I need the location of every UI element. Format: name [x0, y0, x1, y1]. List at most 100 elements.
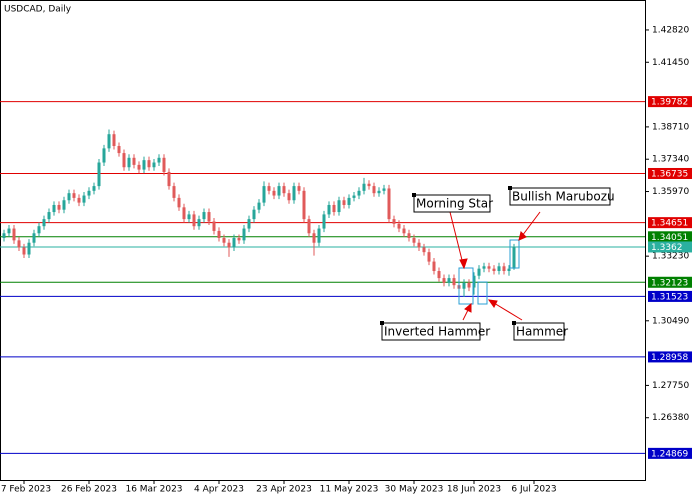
annotation-box: [381, 322, 481, 341]
candle-body: [372, 186, 376, 194]
candle-body: [442, 278, 446, 283]
candle-body: [62, 200, 66, 210]
candle-body: [482, 266, 486, 269]
candle-body: [97, 162, 101, 187]
arrowhead: [459, 258, 468, 270]
y-tick-label: 1.30490: [652, 316, 689, 326]
annotation-box: [513, 322, 565, 341]
candle-body: [82, 195, 86, 203]
candle-body: [332, 204, 336, 213]
candle-body: [117, 146, 121, 154]
candle-body: [22, 247, 26, 255]
pattern-box: [477, 281, 488, 305]
candle-body: [172, 186, 176, 198]
candle-body: [222, 237, 226, 243]
candle-body: [197, 219, 201, 227]
y-tick-label: 1.26380: [652, 413, 689, 423]
candle-body: [147, 160, 151, 168]
candle-body: [217, 230, 221, 238]
level-label: 1.34051: [651, 233, 688, 243]
x-tick-label: 6 Jul 2023: [511, 485, 556, 495]
candle-body: [77, 197, 81, 203]
level-label: 1.31523: [651, 292, 688, 302]
candle-body: [232, 237, 236, 248]
candle-body: [347, 197, 351, 205]
candle-body: [192, 214, 196, 227]
x-tick-label: 16 Mar 2023: [125, 485, 182, 495]
candle-body: [387, 188, 391, 220]
candle-body: [422, 247, 426, 253]
candle-body: [182, 207, 186, 220]
candle-body: [112, 134, 116, 147]
x-tick-label: 30 May 2023: [385, 485, 444, 495]
x-tick-label: 26 Feb 2023: [61, 485, 117, 495]
candle-body: [302, 190, 306, 220]
candle-body: [432, 261, 436, 272]
arrowhead: [487, 299, 498, 308]
annotation-anchor: [512, 321, 516, 325]
candle-body: [467, 282, 471, 288]
level-label: 1.32123: [651, 278, 688, 288]
chart-title: USDCAD, Daily: [4, 5, 72, 15]
candle-body: [152, 162, 156, 168]
level-label-box: [648, 276, 692, 288]
level-label-box: [648, 96, 692, 108]
candle-body: [237, 237, 241, 241]
candle-body: [327, 204, 331, 215]
candle-body: [412, 237, 416, 243]
candle-body: [252, 209, 256, 220]
pattern-boxes: [458, 239, 520, 305]
candle-body: [87, 190, 91, 196]
pattern-box: [458, 267, 474, 305]
candle-body: [417, 242, 421, 248]
candle-body: [322, 214, 326, 229]
candle-body: [32, 233, 36, 243]
annotation: Hammer: [516, 325, 568, 339]
candle-body: [352, 195, 356, 198]
candle-body: [282, 186, 286, 194]
level-label-box: [648, 351, 692, 363]
candle-body: [512, 246, 516, 269]
candle-body: [67, 193, 71, 201]
annotation-anchor: [508, 186, 512, 190]
candle-body: [207, 212, 211, 222]
candle-body: [262, 186, 266, 203]
x-tick-label: 23 Apr 2023: [256, 485, 312, 495]
candle-body: [2, 233, 6, 238]
annotation: Inverted Hammer: [384, 325, 490, 339]
arrows: [449, 211, 541, 321]
candle-body: [407, 233, 411, 238]
candle-body: [157, 157, 161, 163]
candle-body: [47, 212, 51, 220]
candle-body: [132, 157, 136, 165]
level-label-box: [648, 217, 692, 229]
candle-body: [242, 228, 246, 241]
y-tick-label: 1.27750: [652, 381, 689, 391]
candle-body: [427, 252, 431, 262]
candle-body: [162, 157, 166, 172]
y-tick-label: 1.41450: [652, 58, 689, 68]
arrow: [449, 211, 465, 269]
candle-body: [317, 228, 321, 243]
candle-body: [507, 268, 511, 272]
candle-body: [292, 186, 296, 201]
candle-body: [452, 278, 456, 286]
candle-body: [177, 197, 181, 208]
candle-body: [227, 242, 231, 248]
level-label-box: [648, 231, 692, 243]
level-label: 1.39782: [651, 98, 688, 108]
candle-body: [52, 204, 56, 213]
pattern-box: [509, 239, 520, 269]
candle-body: [167, 171, 171, 187]
x-tick-label: 11 May 2023: [320, 485, 379, 495]
candle-body: [337, 200, 341, 213]
level-label: 1.24869: [651, 449, 688, 459]
candle-body: [497, 266, 501, 272]
candle-body: [42, 219, 46, 227]
candle-body: [492, 268, 496, 272]
candle-body: [402, 228, 406, 234]
candle-body: [472, 275, 476, 288]
candle-body: [7, 228, 11, 234]
candle-body: [357, 190, 361, 196]
